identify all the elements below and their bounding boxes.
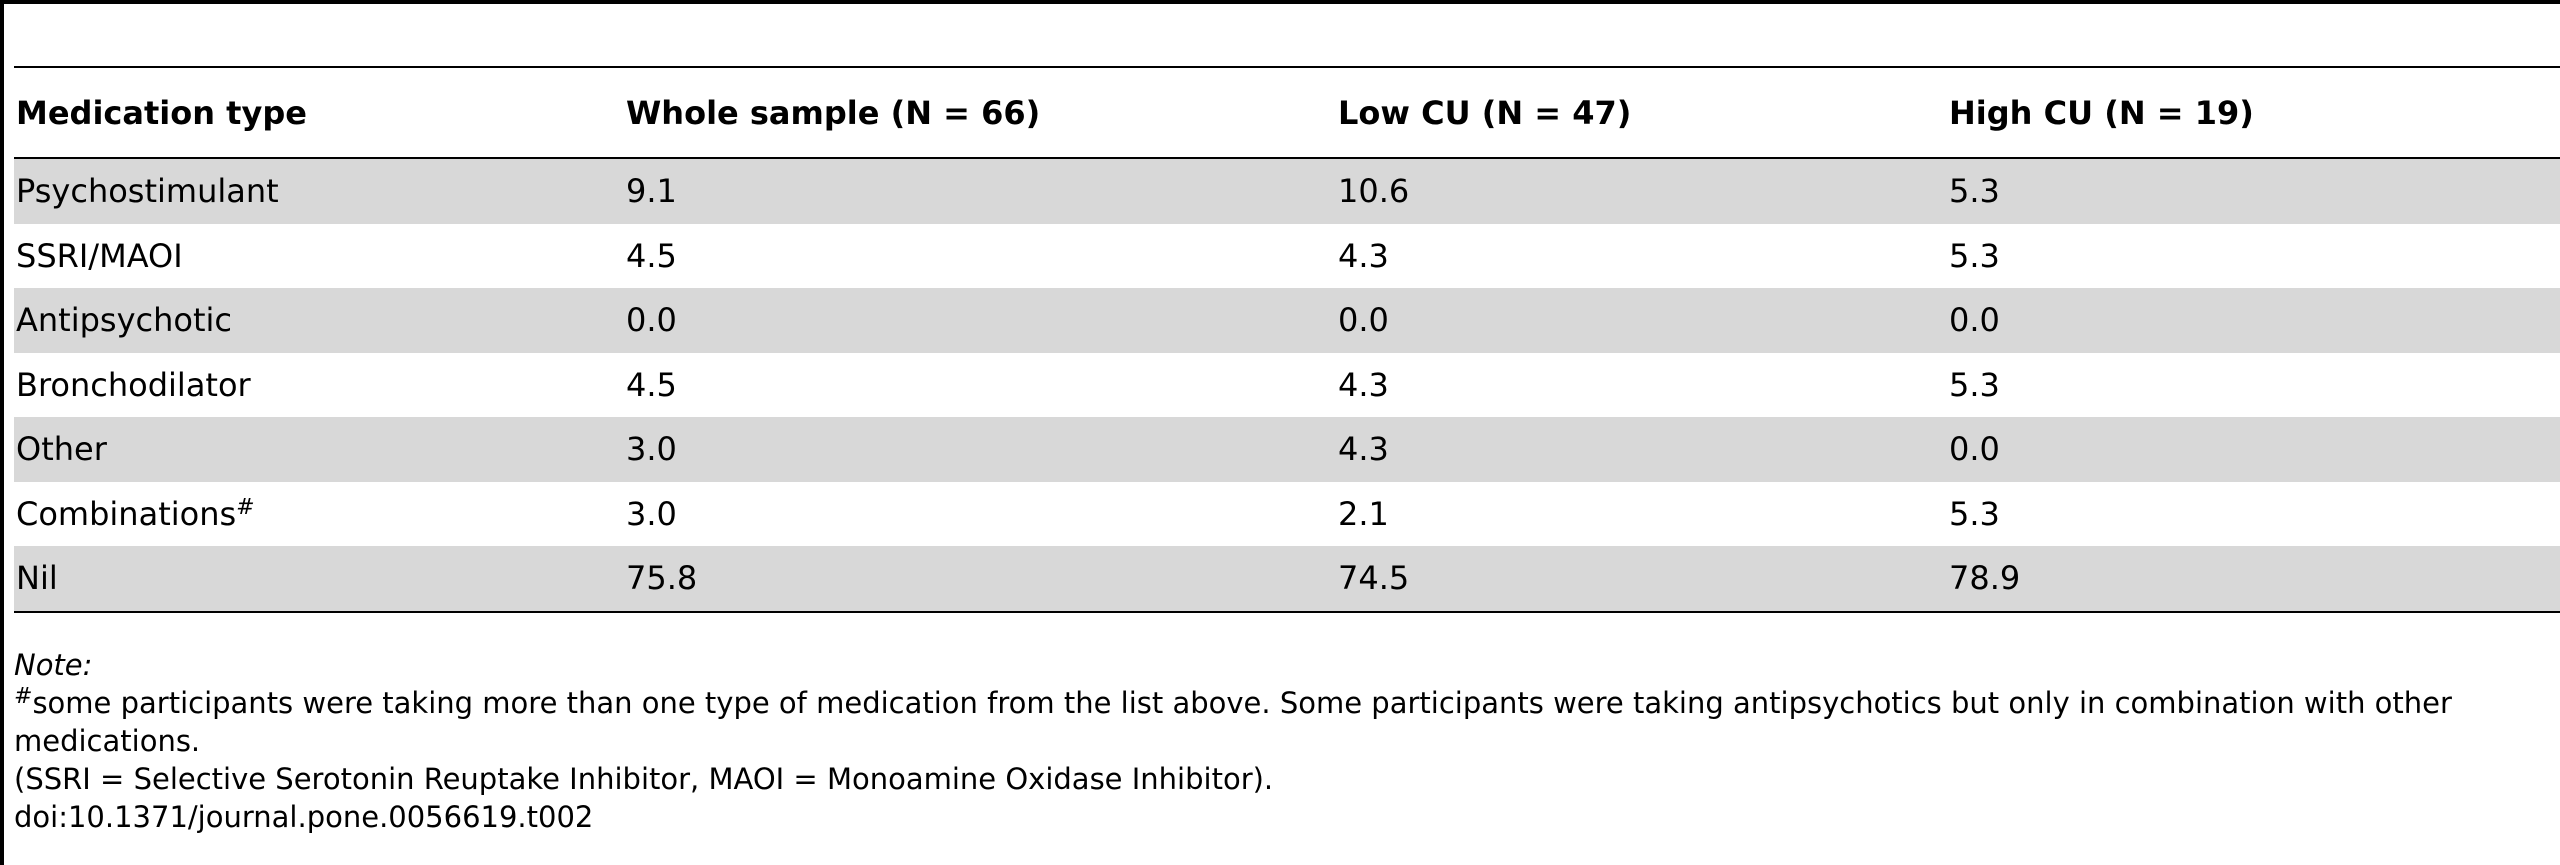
low-cu-value: 10.6: [1338, 172, 1410, 211]
left-rule: [0, 0, 4, 865]
low-cu-value: 4.3: [1338, 236, 1389, 275]
row-label: Combinations#: [16, 494, 255, 533]
row-label: Antipsychotic: [16, 301, 233, 340]
footnote-text: some participants were taking more than …: [14, 686, 2452, 758]
footnote: #some participants were taking more than…: [14, 684, 2560, 760]
header-whole-sample: Whole sample (N = 66): [626, 93, 1041, 132]
row-label: SSRI/MAOI: [16, 236, 183, 275]
whole-sample-value: 4.5: [626, 365, 677, 404]
row-label: Psychostimulant: [16, 172, 279, 211]
high-cu-value: 0.0: [1949, 301, 2000, 340]
high-cu-value: 5.3: [1949, 236, 2000, 275]
footnote-marker: #: [14, 684, 33, 709]
high-cu-value: 5.3: [1949, 494, 2000, 533]
table-row: SSRI/MAOI 4.5 4.3 5.3: [14, 224, 2560, 289]
low-cu-value: 2.1: [1338, 494, 1389, 533]
low-cu-value: 4.3: [1338, 430, 1389, 469]
high-cu-value: 5.3: [1949, 172, 2000, 211]
note-label: Note:: [14, 648, 93, 682]
low-cu-value: 0.0: [1338, 301, 1389, 340]
table-row: Bronchodilator 4.5 4.3 5.3: [14, 353, 2560, 418]
header-low-cu: Low CU (N = 47): [1338, 93, 1632, 132]
medication-table-container: Medication type Whole sample (N = 66) Lo…: [14, 66, 2560, 613]
high-cu-value: 0.0: [1949, 430, 2000, 469]
table-row: Other 3.0 4.3 0.0: [14, 417, 2560, 482]
row-label: Nil: [16, 559, 58, 598]
header-medication-type: Medication type: [16, 93, 307, 132]
row-label: Other: [16, 430, 107, 469]
low-cu-value: 74.5: [1338, 559, 1410, 598]
table-row: Psychostimulant 9.1 10.6 5.3: [14, 158, 2560, 224]
whole-sample-value: 9.1: [626, 172, 677, 211]
high-cu-value: 5.3: [1949, 365, 2000, 404]
low-cu-value: 4.3: [1338, 365, 1389, 404]
header-high-cu: High CU (N = 19): [1949, 93, 2254, 132]
footnote-marker: #: [236, 494, 255, 520]
table-row: Antipsychotic 0.0 0.0 0.0: [14, 288, 2560, 353]
row-label: Bronchodilator: [16, 365, 251, 404]
whole-sample-value: 4.5: [626, 236, 677, 275]
whole-sample-value: 3.0: [626, 430, 677, 469]
table-notes: Note: #some participants were taking mor…: [14, 646, 2560, 836]
table-row: Combinations# 3.0 2.1 5.3: [14, 482, 2560, 547]
top-rule: [0, 0, 2560, 4]
medication-table: Medication type Whole sample (N = 66) Lo…: [14, 66, 2560, 613]
whole-sample-value: 3.0: [626, 494, 677, 533]
whole-sample-value: 0.0: [626, 301, 677, 340]
abbreviations-note: (SSRI = Selective Serotonin Reuptake Inh…: [14, 762, 1274, 796]
whole-sample-value: 75.8: [626, 559, 698, 598]
table-header-row: Medication type Whole sample (N = 66) Lo…: [14, 67, 2560, 158]
high-cu-value: 78.9: [1949, 559, 2021, 598]
table-row: Nil 75.8 74.5 78.9: [14, 546, 2560, 612]
doi-text: doi:10.1371/journal.pone.0056619.t002: [14, 800, 594, 834]
